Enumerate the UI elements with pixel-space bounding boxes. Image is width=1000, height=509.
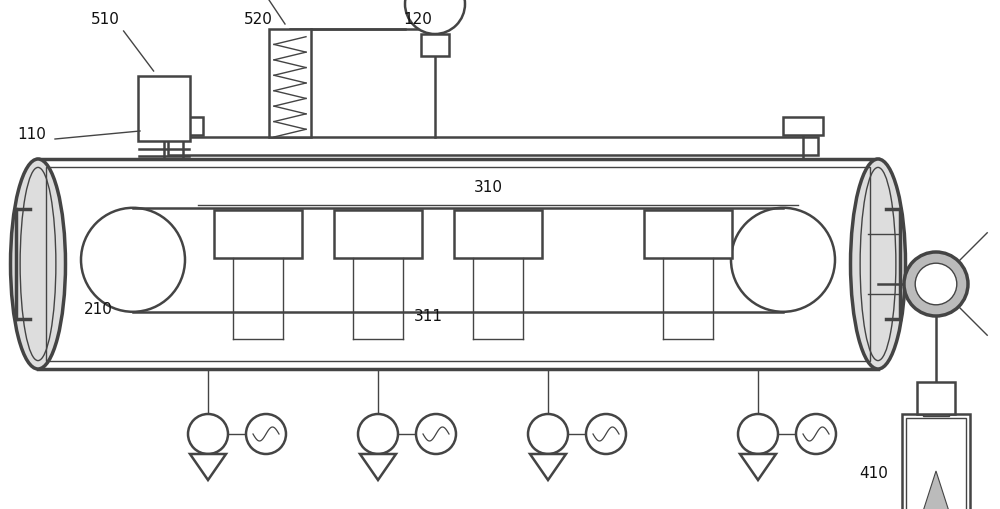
- Text: 410: 410: [860, 467, 888, 482]
- Bar: [214, 210, 302, 258]
- Text: 210: 210: [84, 301, 112, 317]
- Ellipse shape: [850, 159, 906, 369]
- Bar: [38, 159, 878, 369]
- Text: 510: 510: [91, 12, 119, 26]
- Bar: [334, 210, 422, 258]
- Ellipse shape: [10, 159, 66, 369]
- Circle shape: [586, 414, 626, 454]
- Text: 311: 311: [414, 309, 442, 324]
- Text: 520: 520: [244, 12, 272, 26]
- Polygon shape: [740, 454, 776, 480]
- Circle shape: [528, 414, 568, 454]
- Circle shape: [246, 414, 286, 454]
- Bar: [168, 137, 818, 155]
- Bar: [783, 117, 823, 135]
- Bar: [138, 76, 190, 141]
- Circle shape: [731, 208, 835, 312]
- Bar: [923, 394, 949, 404]
- Circle shape: [405, 0, 465, 34]
- Polygon shape: [360, 454, 396, 480]
- Bar: [454, 210, 542, 258]
- Circle shape: [416, 414, 456, 454]
- Polygon shape: [530, 454, 566, 480]
- Circle shape: [796, 414, 836, 454]
- Bar: [163, 117, 203, 135]
- Polygon shape: [190, 454, 226, 480]
- Circle shape: [81, 208, 185, 312]
- Polygon shape: [908, 471, 964, 509]
- Bar: [421, 34, 449, 56]
- Circle shape: [358, 414, 398, 454]
- Bar: [923, 406, 949, 416]
- Circle shape: [915, 263, 957, 305]
- Text: 110: 110: [18, 127, 46, 142]
- Bar: [46, 167, 870, 361]
- Circle shape: [738, 414, 778, 454]
- Bar: [906, 418, 966, 509]
- Text: 310: 310: [474, 180, 503, 195]
- Bar: [902, 414, 970, 509]
- Bar: [644, 210, 732, 258]
- Text: 120: 120: [404, 12, 432, 26]
- Circle shape: [188, 414, 228, 454]
- Bar: [917, 382, 955, 414]
- Bar: [269, 29, 311, 137]
- Circle shape: [904, 252, 968, 316]
